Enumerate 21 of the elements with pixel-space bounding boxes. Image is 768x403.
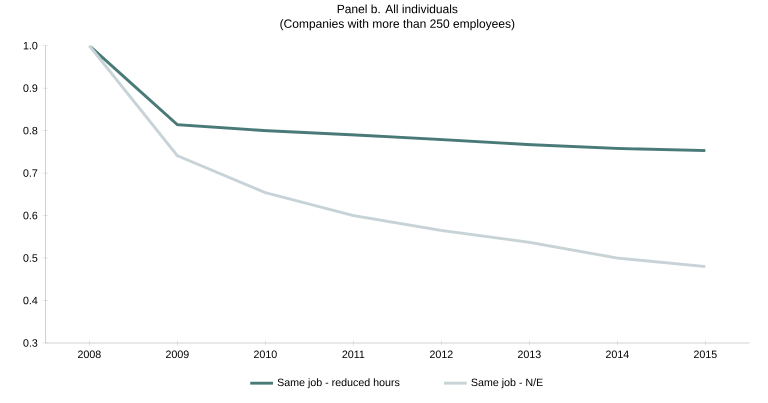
y-tick-label: 0.6 [23,212,38,220]
y-tick-label: 1.0 [24,42,38,50]
x-tick-label: 2012 [430,350,453,358]
line-series [88,46,707,268]
x-tick-label: 2015 [694,350,717,358]
legend-label: Same job - reduced hours [278,378,400,388]
chart-title: Panel b. All individuals [338,4,458,14]
chart-subtitle: (Companies with more than 250 employees) [280,19,514,30]
x-tick-label: 2014 [606,350,629,358]
x-tick-label: 2008 [78,350,101,358]
y-tick-label: 0.9 [23,84,38,92]
y-tick-label: 0.5 [23,254,38,262]
y-tick-label: 0.3 [23,339,38,347]
legend-label: Same job - N/E [471,378,543,388]
y-tick-label: 0.7 [23,169,38,177]
y-tick-label: 0.8 [23,126,38,134]
x-tick-label: 2009 [166,350,189,358]
y-tick-label: 0.4 [23,296,38,304]
x-tick-label: 2010 [254,350,277,358]
x-tick-label: 2011 [342,350,364,358]
x-tick-label: 2013 [518,350,541,358]
